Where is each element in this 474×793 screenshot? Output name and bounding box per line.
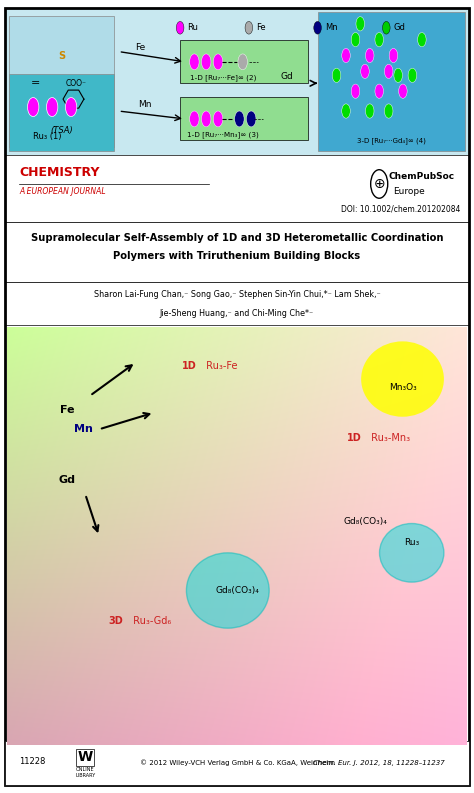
Circle shape: [383, 21, 390, 34]
Circle shape: [375, 33, 383, 47]
Text: 1D: 1D: [182, 362, 197, 371]
Text: ⊕: ⊕: [374, 177, 385, 191]
Text: Mn₃O₃: Mn₃O₃: [389, 383, 416, 392]
Text: Fe: Fe: [135, 43, 145, 52]
Text: ONLINE
LIBRARY: ONLINE LIBRARY: [75, 767, 95, 778]
Text: Supramolecular Self-Assembly of 1D and 3D Heterometallic Coordination: Supramolecular Self-Assembly of 1D and 3…: [31, 233, 443, 243]
Text: Mn: Mn: [73, 424, 92, 435]
Circle shape: [190, 54, 199, 70]
Circle shape: [201, 54, 211, 70]
Circle shape: [246, 111, 256, 127]
Circle shape: [314, 21, 321, 34]
Circle shape: [380, 523, 444, 582]
Circle shape: [27, 98, 39, 117]
Circle shape: [65, 98, 77, 117]
Text: Fe: Fe: [256, 23, 265, 33]
Circle shape: [46, 98, 58, 117]
Circle shape: [342, 48, 350, 63]
FancyBboxPatch shape: [9, 16, 114, 147]
Text: ChemPubSoc: ChemPubSoc: [389, 171, 455, 181]
Bar: [5, 155, 469, 222]
Text: 1-D [Ru₇···Mn₃]∞ (3): 1-D [Ru₇···Mn₃]∞ (3): [187, 132, 259, 138]
Circle shape: [356, 17, 365, 31]
Circle shape: [394, 68, 402, 82]
Circle shape: [351, 33, 360, 47]
Text: Ru₃: Ru₃: [404, 538, 419, 547]
Circle shape: [418, 33, 426, 47]
Circle shape: [190, 111, 199, 127]
FancyBboxPatch shape: [180, 40, 308, 83]
Circle shape: [408, 68, 417, 82]
FancyBboxPatch shape: [180, 97, 308, 140]
FancyBboxPatch shape: [5, 8, 469, 155]
Circle shape: [245, 21, 253, 34]
Circle shape: [201, 111, 211, 127]
Text: Ru₃-Fe: Ru₃-Fe: [202, 362, 237, 371]
Text: Gd: Gd: [281, 72, 293, 82]
Text: Ru₃ (1): Ru₃ (1): [33, 132, 62, 141]
Text: Ru: Ru: [187, 23, 198, 33]
Circle shape: [213, 54, 223, 70]
Text: DOI: 10.1002/chem.201202084: DOI: 10.1002/chem.201202084: [341, 205, 461, 214]
Text: 1-D [Ru₇···Fe]∞ (2): 1-D [Ru₇···Fe]∞ (2): [190, 75, 256, 81]
Circle shape: [213, 111, 223, 127]
Circle shape: [176, 21, 184, 34]
Text: A EUROPEAN JOURNAL: A EUROPEAN JOURNAL: [19, 187, 106, 197]
Bar: [5, 741, 469, 785]
Text: Sharon Lai-Fung Chan,⁻ Song Gao,⁻ Stephen Sin-Yin Chui,*⁻ Lam Shek,⁻: Sharon Lai-Fung Chan,⁻ Song Gao,⁻ Stephe…: [94, 290, 380, 300]
Circle shape: [361, 64, 369, 79]
Circle shape: [384, 104, 393, 118]
Text: COO⁻: COO⁻: [65, 79, 86, 88]
FancyBboxPatch shape: [318, 12, 465, 151]
Circle shape: [399, 84, 407, 98]
Text: CHEMISTRY: CHEMISTRY: [19, 167, 100, 179]
Circle shape: [375, 84, 383, 98]
Circle shape: [365, 48, 374, 63]
Bar: [5, 282, 469, 325]
Text: © 2012 Wiley-VCH Verlag GmbH & Co. KGaA, Weinheim: © 2012 Wiley-VCH Verlag GmbH & Co. KGaA,…: [139, 760, 335, 766]
Circle shape: [342, 104, 350, 118]
Text: Ru₃-Mn₃: Ru₃-Mn₃: [368, 433, 410, 442]
Text: Gd: Gd: [393, 23, 405, 33]
Circle shape: [235, 111, 244, 127]
Circle shape: [371, 170, 388, 198]
Text: Fe: Fe: [60, 405, 74, 416]
Circle shape: [361, 341, 444, 417]
Text: 3-D [Ru₇···Gd₄]∞ (4): 3-D [Ru₇···Gd₄]∞ (4): [356, 137, 426, 144]
Circle shape: [238, 54, 247, 70]
Text: Europe: Europe: [393, 187, 425, 197]
Text: Gd₈(CO₃)₄: Gd₈(CO₃)₄: [344, 517, 388, 526]
Text: W: W: [78, 750, 93, 764]
Text: Gd₈(CO₃)₄: Gd₈(CO₃)₄: [215, 586, 259, 595]
Circle shape: [389, 48, 398, 63]
Circle shape: [384, 64, 393, 79]
Bar: [5, 222, 469, 282]
Circle shape: [365, 104, 374, 118]
Text: 3D: 3D: [108, 615, 123, 626]
Text: Gd: Gd: [58, 474, 75, 485]
Text: Chem. Eur. J. 2012, 18, 11228–11237: Chem. Eur. J. 2012, 18, 11228–11237: [313, 760, 445, 766]
Circle shape: [332, 68, 341, 82]
Text: Mn: Mn: [138, 100, 151, 109]
Circle shape: [186, 553, 269, 628]
FancyBboxPatch shape: [9, 75, 114, 151]
Text: Ru₃-Gd₆: Ru₃-Gd₆: [130, 615, 172, 626]
Text: Jie-Sheng Huang,⁻ and Chi-Ming Che*⁻: Jie-Sheng Huang,⁻ and Chi-Ming Che*⁻: [160, 308, 314, 318]
Text: S: S: [58, 51, 65, 60]
Text: (TSA): (TSA): [50, 126, 73, 136]
Text: Mn: Mn: [325, 23, 337, 33]
Text: =: =: [31, 79, 40, 88]
Circle shape: [351, 84, 360, 98]
Text: Polymers with Triruthenium Building Blocks: Polymers with Triruthenium Building Bloc…: [113, 251, 361, 261]
Text: 1D: 1D: [347, 433, 362, 442]
Text: 11228: 11228: [19, 757, 46, 766]
